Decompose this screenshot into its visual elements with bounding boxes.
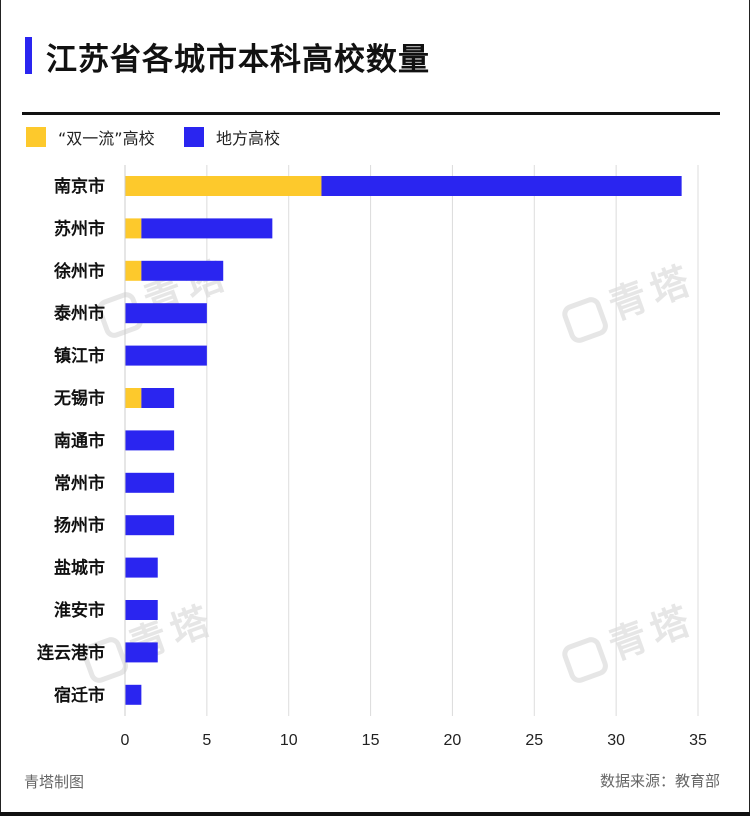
category-label: 苏州市 [54, 218, 105, 239]
category-label: 淮安市 [54, 600, 105, 621]
x-tick-label: 10 [280, 732, 298, 749]
category-label: 泰州市 [54, 303, 105, 324]
bar-segment-double-first-class [125, 176, 322, 196]
category-label: 无锡市 [53, 388, 105, 409]
x-tick-label: 25 [525, 732, 543, 749]
legend-swatch-yellow [26, 127, 46, 147]
category-label: 镇江市 [54, 346, 105, 367]
source-label: 数据来源：教育部 [599, 772, 720, 790]
legend-label: 地方高校 [216, 129, 281, 148]
legend-swatch-blue [184, 127, 204, 147]
bar-segment-local [125, 600, 158, 620]
category-label: 常州市 [54, 473, 105, 494]
category-label: 徐州市 [53, 261, 105, 282]
bar-segment-local [125, 430, 175, 451]
x-tick-label: 0 [121, 732, 130, 749]
category-label: 扬州市 [54, 515, 105, 536]
bar-segment-double-first-class [125, 388, 142, 408]
category-label: 连云港市 [37, 642, 105, 663]
x-tick-label: 15 [362, 732, 380, 749]
bar-segment-local [125, 642, 158, 663]
x-tick-label: 35 [689, 732, 707, 749]
bar-segment-double-first-class [125, 218, 142, 239]
bar-segment-local [141, 260, 224, 281]
credit-label: 青塔制图 [24, 773, 85, 791]
x-tick-label: 20 [444, 732, 462, 749]
bar-segment-local [125, 303, 207, 324]
bar-segment-local [141, 388, 175, 408]
legend-label: “双一流”高校 [58, 129, 155, 148]
title-divider [22, 112, 720, 115]
x-tick-label: 5 [202, 732, 211, 749]
bar-segment-double-first-class [125, 260, 142, 281]
category-label: 盐城市 [54, 558, 105, 579]
category-label: 宿迁市 [54, 685, 105, 706]
legend-item-local: 地方高校 [184, 124, 280, 150]
title-accent-bar [25, 37, 32, 74]
category-label: 南京市 [54, 176, 105, 197]
category-label: 南通市 [54, 430, 105, 451]
bar-segment-local [125, 345, 207, 366]
bar-segment-local [321, 176, 682, 196]
x-tick-label: 30 [607, 732, 625, 749]
bar-segment-local [125, 557, 158, 578]
bottom-divider [0, 812, 750, 816]
bar-segment-local [141, 218, 273, 239]
bar-segment-local [125, 472, 175, 493]
legend-item-double-first-class: “双一流”高校 [26, 124, 155, 150]
bar-segment-local [125, 515, 175, 536]
chart-title: 江苏省各城市本科高校数量 [46, 42, 430, 78]
bar-segment-local [125, 684, 142, 705]
